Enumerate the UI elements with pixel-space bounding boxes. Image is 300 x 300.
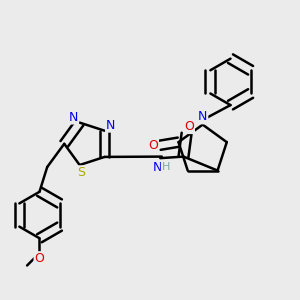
Text: S: S — [77, 166, 85, 179]
Text: H: H — [162, 162, 170, 172]
Text: N: N — [198, 110, 207, 123]
Text: O: O — [148, 139, 158, 152]
Text: N: N — [69, 110, 78, 124]
Text: O: O — [184, 120, 194, 133]
Text: O: O — [34, 252, 44, 265]
Text: N: N — [152, 161, 162, 174]
Text: N: N — [106, 118, 116, 132]
